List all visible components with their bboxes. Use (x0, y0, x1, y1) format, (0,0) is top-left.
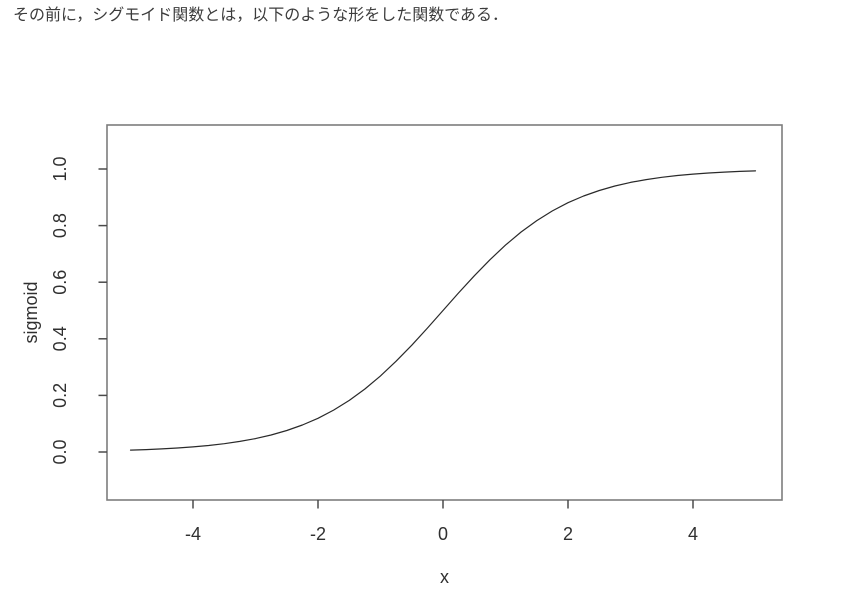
y-tick-label: 0.2 (50, 383, 70, 408)
sigmoid-curve (129, 170, 757, 451)
x-tick-label: 4 (688, 524, 698, 544)
axis-titles: x sigmoid (21, 281, 449, 587)
plot-border (106, 124, 783, 501)
plot-box (106, 124, 783, 501)
x-axis: -4 -2 0 2 4 (185, 500, 698, 544)
x-tick-label: 2 (563, 524, 573, 544)
x-tick-label: 0 (438, 524, 448, 544)
y-axis: 0.0 0.2 0.4 0.6 0.8 1.0 (50, 156, 107, 465)
y-axis-title: sigmoid (21, 281, 41, 343)
intro-text: その前に，シグモイド関数とは，以下のような形をした関数である． (13, 7, 509, 24)
y-tick-label: 0.8 (50, 213, 70, 238)
x-tick-label: -2 (310, 524, 326, 544)
y-tick-label: 0.0 (50, 439, 70, 464)
x-tick-label: -4 (185, 524, 201, 544)
sigmoid-line (129, 170, 757, 451)
y-tick-label: 0.6 (50, 270, 70, 295)
y-tick-label: 1.0 (50, 156, 70, 181)
y-tick-label: 0.4 (50, 326, 70, 351)
x-axis-title: x (440, 567, 449, 587)
